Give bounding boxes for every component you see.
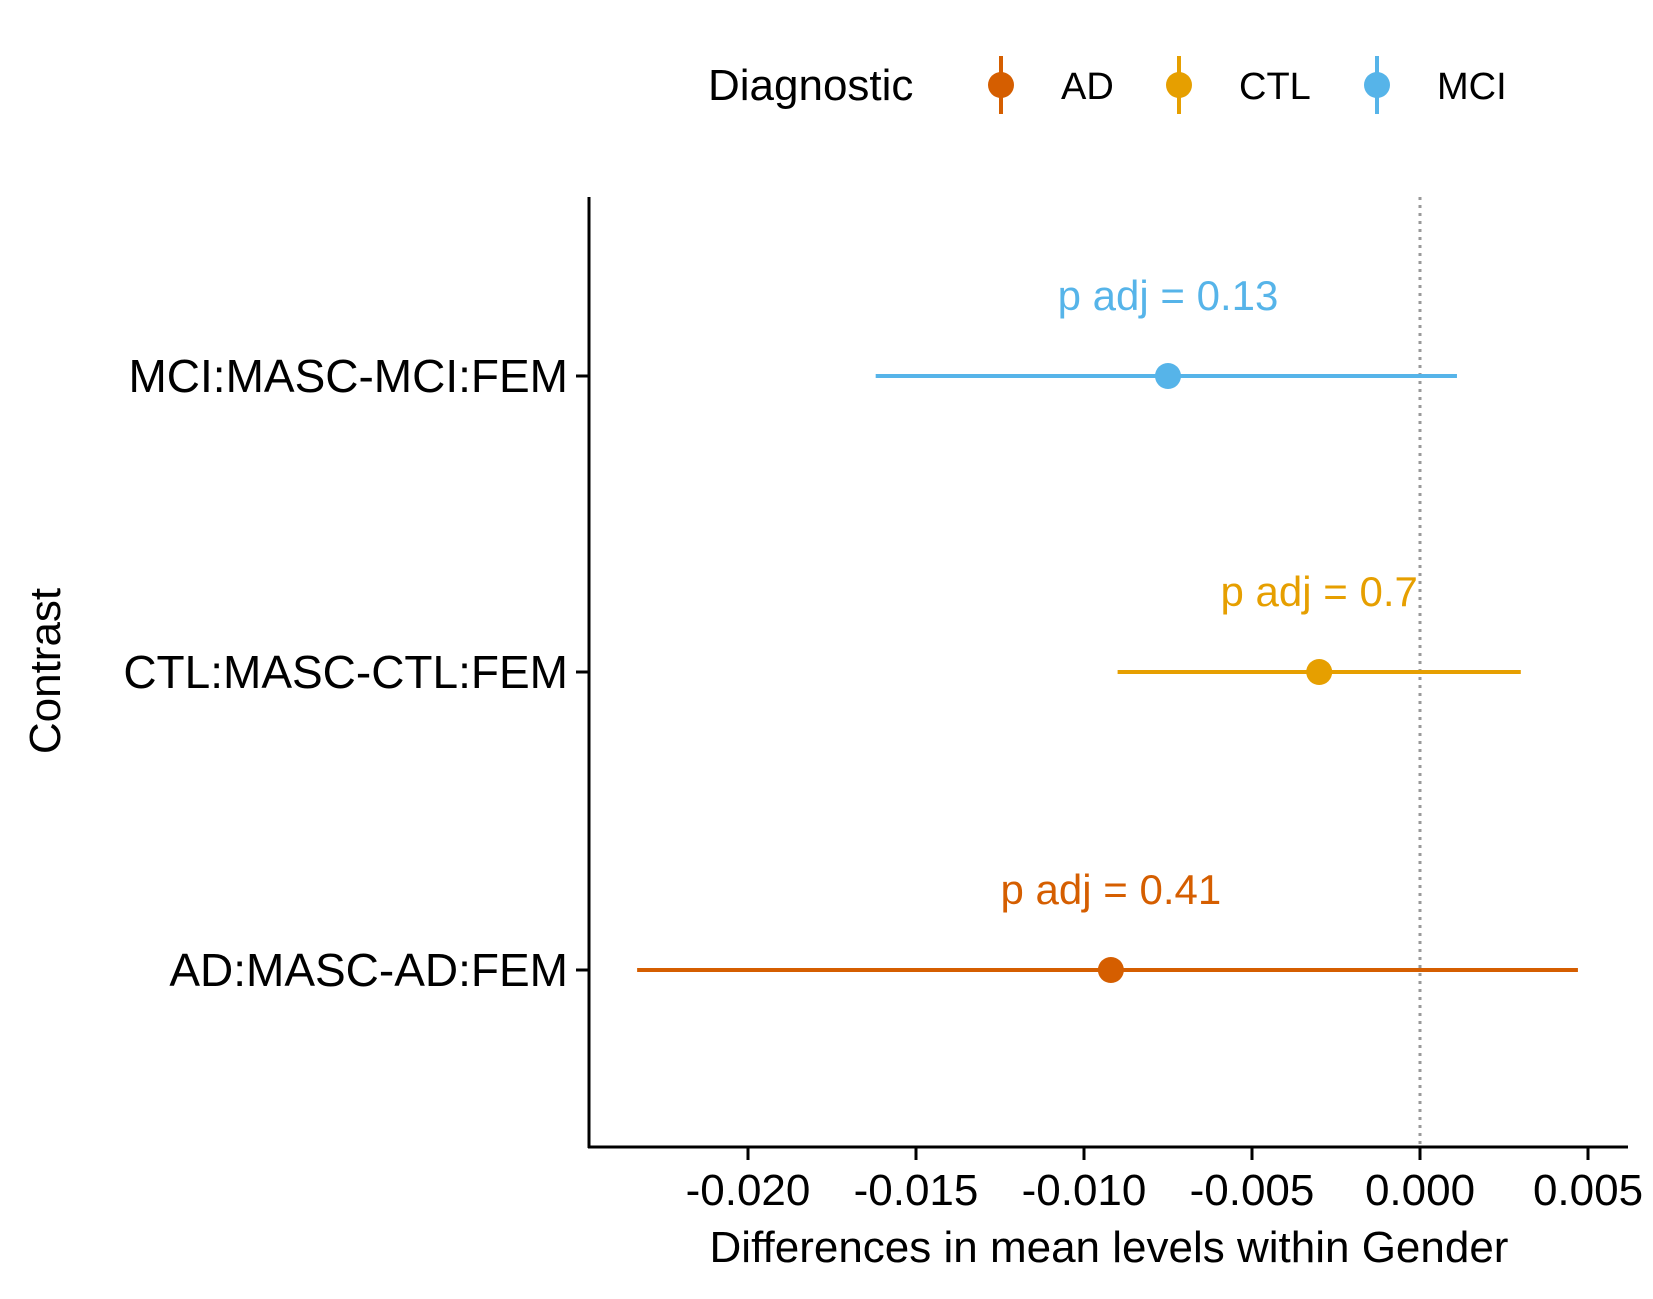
estimate-point-ad [1097,957,1124,983]
p-adj-label-mci: p adj = 0.13 [1058,272,1279,319]
x-axis-title: Differences in mean levels within Gender [710,1223,1509,1272]
x-axis-ticks: -0.020 -0.015 -0.010 -0.005 0.000 0.005 [686,1147,1643,1215]
x-tick-label: -0.005 [1190,1166,1315,1215]
x-tick-label: -0.020 [686,1166,811,1215]
legend-label-ctl: CTL [1239,66,1311,108]
y-tick-label: CTL:MASC-CTL:FEM [123,646,568,698]
x-tick-label: 0.000 [1365,1166,1475,1215]
legend-key-point-mci [1364,72,1390,98]
legend-label-ad: AD [1061,66,1114,108]
y-tick-label: AD:MASC-AD:FEM [169,944,568,996]
y-axis-ticks: AD:MASC-AD:FEM CTL:MASC-CTL:FEM MCI:MASC-M… [123,350,589,996]
legend-title: Diagnostic [708,61,913,110]
y-axis-title: Contrast [21,588,70,754]
p-adj-label-ctl: p adj = 0.7 [1221,568,1418,615]
estimate-point-mci [1155,363,1181,389]
annotation-layer: p adj = 0.41 p adj = 0.7 p adj = 0.13 [1001,272,1418,913]
x-tick-label: -0.015 [854,1166,979,1215]
legend-label-mci: MCI [1437,66,1507,108]
series-layer [637,363,1578,983]
y-tick-label: MCI:MASC-MCI:FEM [128,350,568,402]
legend-key-point-ad [988,72,1014,98]
x-tick-label: 0.005 [1533,1166,1643,1215]
legend-key-point-ctl [1166,72,1192,98]
p-adj-label-ad: p adj = 0.41 [1001,866,1222,913]
estimate-point-ctl [1306,659,1333,685]
legend: Diagnostic AD CTL MCI [708,56,1507,114]
x-tick-label: -0.010 [1022,1166,1147,1215]
